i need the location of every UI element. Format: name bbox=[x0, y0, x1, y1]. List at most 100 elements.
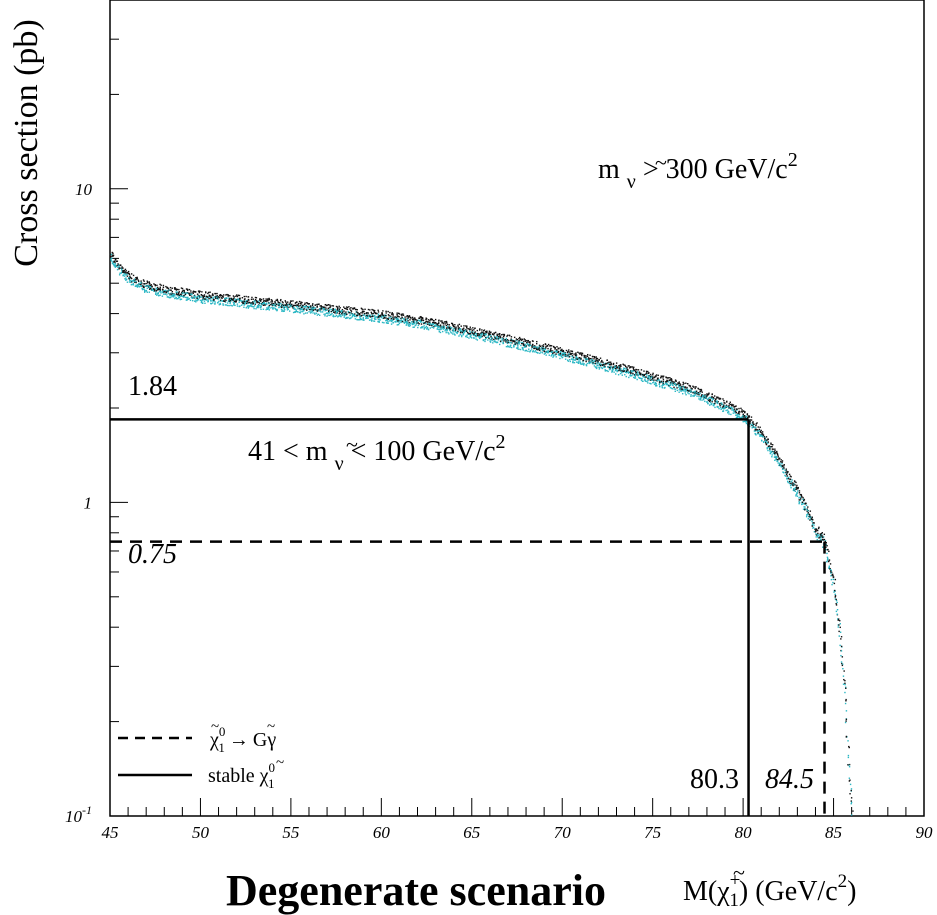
data-point bbox=[631, 374, 633, 377]
data-point bbox=[451, 327, 453, 329]
data-point bbox=[246, 305, 249, 308]
data-point bbox=[848, 745, 850, 748]
data-point bbox=[665, 380, 668, 383]
data-point bbox=[598, 366, 600, 368]
data-point bbox=[304, 312, 307, 314]
data-point bbox=[185, 299, 188, 301]
data-point bbox=[205, 295, 208, 298]
data-point bbox=[547, 351, 550, 354]
data-point bbox=[767, 441, 770, 443]
data-point bbox=[293, 307, 295, 309]
data-point bbox=[326, 315, 328, 317]
data-point bbox=[295, 309, 297, 311]
data-point bbox=[577, 351, 579, 353]
data-point bbox=[529, 344, 532, 347]
data-point bbox=[377, 309, 379, 311]
data-point bbox=[659, 377, 662, 379]
data-point bbox=[620, 365, 622, 368]
data-point bbox=[201, 296, 203, 298]
data-point bbox=[121, 267, 123, 270]
data-point bbox=[661, 384, 663, 387]
data-point bbox=[257, 300, 260, 302]
data-point bbox=[702, 395, 704, 397]
data-point bbox=[542, 346, 544, 349]
data-point bbox=[608, 361, 610, 363]
data-point bbox=[604, 362, 607, 365]
data-point bbox=[840, 650, 843, 652]
data-point bbox=[303, 307, 305, 310]
data-point bbox=[151, 286, 153, 288]
data-point bbox=[345, 306, 348, 308]
data-point bbox=[636, 369, 638, 371]
data-point bbox=[130, 277, 133, 280]
data-point bbox=[751, 424, 753, 427]
data-point bbox=[397, 321, 400, 323]
data-point bbox=[544, 352, 546, 354]
data-point bbox=[712, 403, 715, 405]
data-point bbox=[497, 336, 500, 338]
data-point bbox=[392, 318, 395, 320]
data-point bbox=[252, 303, 254, 305]
data-point bbox=[202, 298, 204, 300]
data-point bbox=[604, 365, 606, 368]
data-point bbox=[450, 322, 453, 325]
data-point bbox=[704, 394, 706, 396]
data-point bbox=[535, 342, 538, 345]
data-point bbox=[542, 344, 545, 346]
data-point bbox=[433, 320, 435, 322]
data-point bbox=[719, 406, 722, 409]
legend-dashed-arrow: → bbox=[229, 729, 249, 751]
data-point bbox=[798, 497, 800, 499]
data-point bbox=[596, 359, 598, 362]
data-point bbox=[118, 267, 121, 269]
data-point bbox=[517, 346, 519, 348]
data-point bbox=[671, 382, 674, 385]
data-point bbox=[344, 317, 347, 320]
data-point bbox=[683, 390, 685, 392]
data-point bbox=[518, 337, 520, 340]
data-point bbox=[259, 298, 261, 300]
data-point bbox=[615, 364, 618, 367]
data-point bbox=[633, 368, 635, 371]
data-point bbox=[546, 345, 549, 347]
data-point bbox=[382, 310, 384, 312]
data-point bbox=[707, 399, 710, 401]
data-point bbox=[362, 308, 364, 311]
data-point bbox=[700, 395, 703, 397]
data-point bbox=[457, 327, 460, 330]
data-point bbox=[481, 335, 483, 338]
data-point bbox=[201, 291, 203, 293]
data-point bbox=[483, 333, 485, 335]
data-point bbox=[192, 297, 194, 299]
data-point bbox=[841, 664, 844, 667]
data-point bbox=[372, 309, 375, 311]
data-point bbox=[374, 318, 376, 320]
data-point bbox=[352, 313, 355, 315]
data-point bbox=[798, 501, 800, 503]
data-point bbox=[706, 394, 708, 396]
data-point bbox=[682, 385, 685, 388]
data-point bbox=[159, 289, 161, 292]
data-point bbox=[769, 446, 771, 448]
data-point bbox=[117, 266, 119, 269]
data-point bbox=[731, 409, 733, 411]
data-point bbox=[328, 309, 330, 312]
data-point bbox=[649, 377, 652, 379]
data-point bbox=[131, 280, 134, 283]
data-point bbox=[318, 303, 320, 305]
annotation-low-tilde: ~ bbox=[346, 432, 358, 457]
data-point bbox=[193, 291, 196, 293]
data-point bbox=[644, 378, 646, 381]
data-point bbox=[289, 305, 291, 307]
data-point bbox=[360, 312, 362, 314]
data-point bbox=[702, 397, 705, 400]
data-point bbox=[319, 310, 321, 312]
data-point bbox=[578, 356, 581, 359]
data-point bbox=[795, 495, 797, 497]
data-point bbox=[603, 363, 605, 365]
data-point bbox=[207, 299, 209, 301]
data-point bbox=[519, 348, 522, 351]
data-point bbox=[286, 303, 288, 306]
data-point bbox=[267, 298, 269, 300]
data-point bbox=[781, 463, 783, 465]
